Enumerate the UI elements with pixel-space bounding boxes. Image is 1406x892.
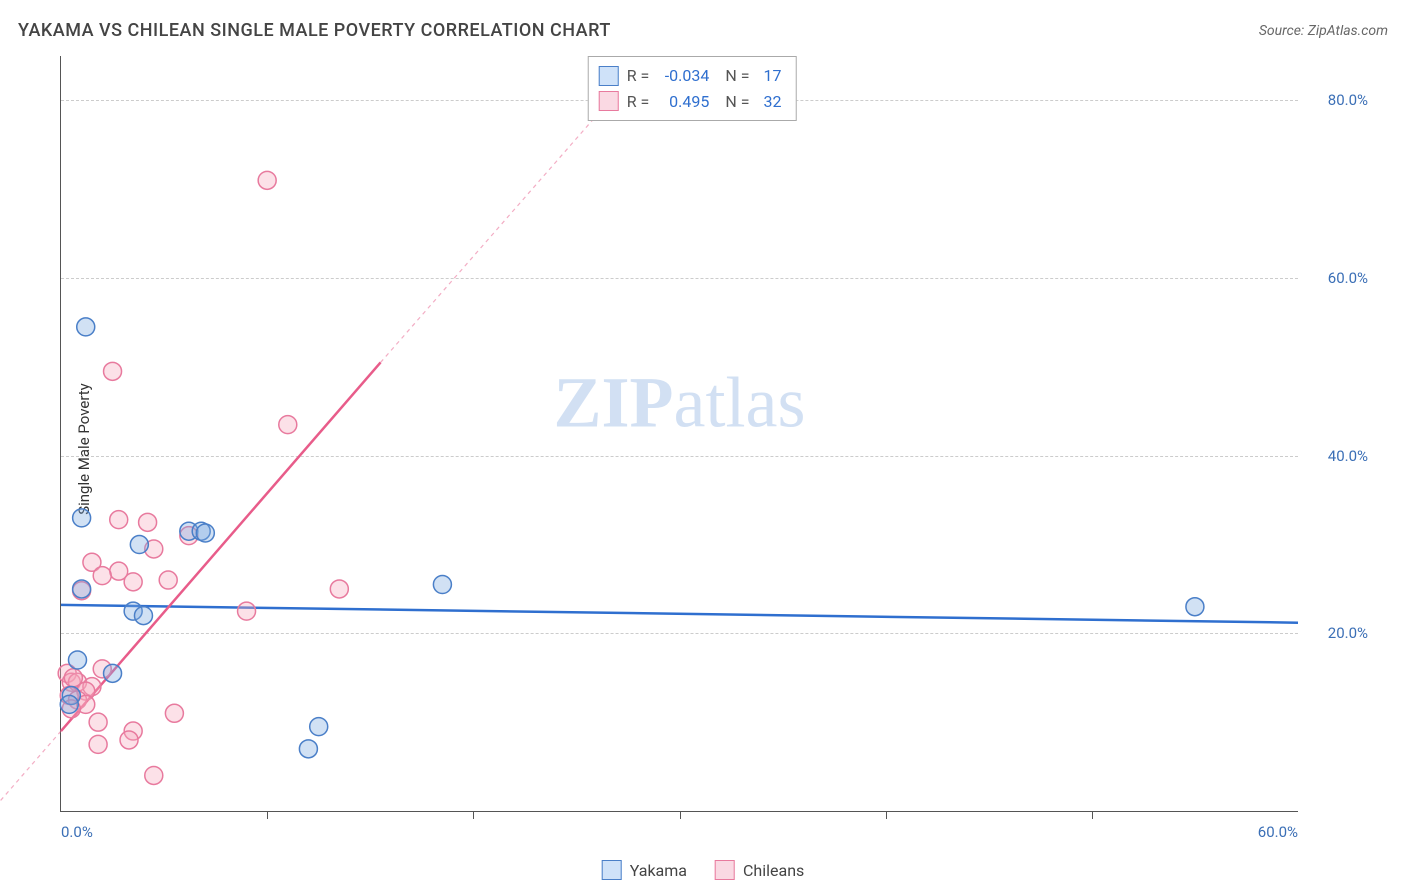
- x-tick-label: 60.0%: [1258, 823, 1298, 841]
- scatter-point-yakama: [73, 580, 91, 598]
- r-label: R =: [627, 63, 650, 89]
- scatter-point-chileans: [165, 704, 183, 722]
- chart-title: YAKAMA VS CHILEAN SINGLE MALE POVERTY CO…: [18, 20, 611, 41]
- scatter-point-yakama: [310, 718, 328, 736]
- x-tick: [886, 811, 887, 819]
- scatter-point-yakama: [433, 576, 451, 594]
- legend-label-yakama: Yakama: [630, 861, 687, 880]
- scatter-point-yakama: [104, 664, 122, 682]
- legend-item-chileans: Chileans: [715, 860, 804, 880]
- n-value-chileans: 32: [758, 89, 782, 115]
- scatter-point-yakama: [299, 740, 317, 758]
- n-label: N =: [725, 89, 749, 115]
- y-tick-label: 60.0%: [1328, 269, 1368, 287]
- stats-row-chileans: R = 0.495 N = 32: [599, 89, 782, 115]
- scatter-point-chileans: [64, 669, 82, 687]
- scatter-point-yakama: [77, 318, 95, 336]
- legend-bottom: Yakama Chileans: [602, 860, 805, 880]
- x-tick-label: 0.0%: [61, 823, 93, 841]
- scatter-point-chileans: [89, 713, 107, 731]
- r-value-yakama: -0.034: [657, 63, 709, 89]
- trendline-chileans-extrapolated: [0, 731, 61, 802]
- x-tick: [680, 811, 681, 819]
- n-value-yakama: 17: [758, 63, 782, 89]
- scatter-point-chileans: [238, 602, 256, 620]
- stats-row-yakama: R = -0.034 N = 17: [599, 63, 782, 89]
- r-label: R =: [627, 89, 650, 115]
- swatch-yakama-icon: [599, 66, 619, 86]
- scatter-point-yakama: [130, 536, 148, 554]
- scatter-point-yakama: [1186, 598, 1204, 616]
- swatch-chileans-icon: [599, 91, 619, 111]
- y-tick-label: 40.0%: [1328, 447, 1368, 465]
- r-value-chileans: 0.495: [657, 89, 709, 115]
- swatch-chileans-icon: [715, 860, 735, 880]
- scatter-point-chileans: [124, 573, 142, 591]
- y-tick-label: 80.0%: [1328, 91, 1368, 109]
- scatter-point-chileans: [330, 580, 348, 598]
- scatter-point-chileans: [145, 766, 163, 784]
- x-tick: [267, 811, 268, 819]
- scatter-point-chileans: [279, 416, 297, 434]
- scatter-point-chileans: [93, 567, 111, 585]
- x-tick: [1092, 811, 1093, 819]
- scatter-point-chileans: [120, 731, 138, 749]
- scatter-point-chileans: [159, 571, 177, 589]
- scatter-point-yakama: [68, 651, 86, 669]
- scatter-point-chileans: [89, 735, 107, 753]
- scatter-svg: [61, 56, 1298, 811]
- scatter-point-yakama: [196, 524, 214, 542]
- scatter-point-yakama: [134, 607, 152, 625]
- scatter-point-chileans: [110, 511, 128, 529]
- stats-legend-box: R = -0.034 N = 17 R = 0.495 N = 32: [588, 56, 797, 121]
- n-label: N =: [725, 63, 749, 89]
- scatter-point-chileans: [104, 362, 122, 380]
- y-tick-label: 20.0%: [1328, 624, 1368, 642]
- scatter-point-chileans: [258, 171, 276, 189]
- legend-item-yakama: Yakama: [602, 860, 687, 880]
- source-attribution: Source: ZipAtlas.com: [1259, 23, 1388, 39]
- x-tick: [473, 811, 474, 819]
- scatter-point-yakama: [73, 509, 91, 527]
- legend-label-chileans: Chileans: [743, 861, 804, 880]
- chart-container: Single Male Poverty ZIPatlas 20.0%40.0%6…: [48, 56, 1378, 842]
- plot-area: ZIPatlas 20.0%40.0%60.0%80.0%0.0%60.0%: [60, 56, 1298, 812]
- scatter-point-yakama: [60, 695, 78, 713]
- swatch-yakama-icon: [602, 860, 622, 880]
- scatter-point-chileans: [139, 513, 157, 531]
